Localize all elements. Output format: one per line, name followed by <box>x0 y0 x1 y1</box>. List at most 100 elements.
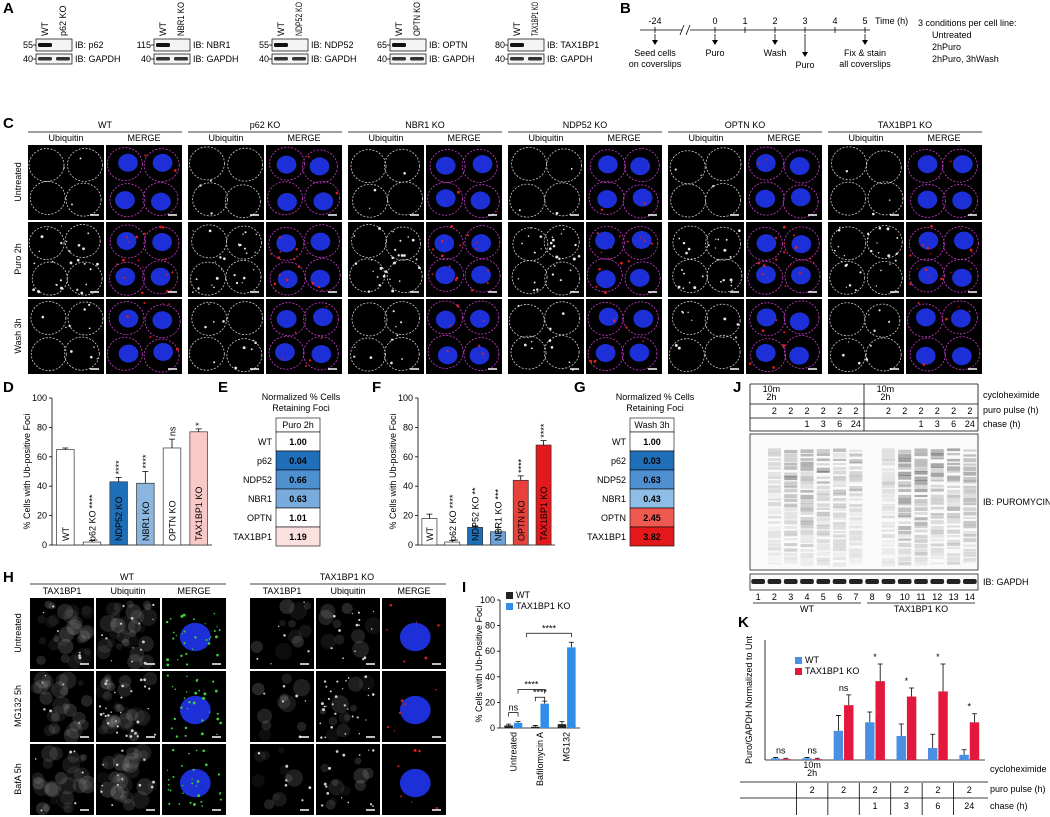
cell-outline <box>383 337 420 371</box>
focus <box>643 202 646 205</box>
image-texture <box>54 629 71 646</box>
time-tick-label: -24 <box>648 16 661 26</box>
focus <box>143 661 147 665</box>
image-texture <box>31 772 44 784</box>
smear <box>833 463 847 466</box>
smear <box>833 503 847 509</box>
focus <box>144 154 147 157</box>
time-tick-label: 4 <box>832 16 837 26</box>
focus <box>384 270 388 273</box>
focus <box>201 805 203 807</box>
focus <box>761 329 765 333</box>
smear <box>816 507 830 511</box>
nucleus <box>152 153 173 172</box>
focus <box>682 287 685 290</box>
micrograph <box>668 145 744 220</box>
focus <box>371 693 375 696</box>
image-texture <box>81 695 93 707</box>
focus <box>343 704 346 707</box>
focus <box>715 238 717 240</box>
image-texture <box>98 724 108 735</box>
focus <box>213 630 216 633</box>
focus <box>281 700 284 703</box>
focus <box>354 650 356 653</box>
image-texture <box>42 758 53 769</box>
bar <box>540 703 549 728</box>
focus <box>150 785 154 789</box>
focus <box>242 233 244 235</box>
focus <box>208 711 211 713</box>
cell-outline <box>304 258 341 292</box>
focus <box>143 301 146 305</box>
cell-outline <box>750 338 786 373</box>
focus <box>223 257 226 261</box>
lane-number: 8 <box>870 592 875 602</box>
nucleus <box>791 235 812 254</box>
band <box>897 579 912 584</box>
image-texture <box>117 616 136 635</box>
band <box>946 579 961 584</box>
image-texture <box>66 722 83 739</box>
focus <box>320 736 323 739</box>
image-texture <box>58 626 75 642</box>
puro-label: 2 <box>967 406 972 416</box>
image-texture <box>292 635 304 648</box>
image-texture <box>261 720 272 731</box>
image-texture <box>121 638 130 647</box>
focus <box>116 263 119 266</box>
smear <box>930 506 944 510</box>
cell-outline <box>106 147 143 182</box>
smear <box>914 484 928 489</box>
focus <box>78 721 81 724</box>
focus <box>603 291 607 294</box>
nucleus <box>917 155 938 174</box>
focus <box>184 734 187 737</box>
event-label: Puro <box>705 48 724 58</box>
cell-outline <box>302 336 339 371</box>
bar <box>844 705 854 760</box>
smear <box>816 530 830 535</box>
nucleus <box>435 310 456 329</box>
focus <box>687 311 689 314</box>
cell-line-label: NDP52 KO <box>563 120 608 130</box>
chase-label: 6 <box>951 419 956 429</box>
cell-outline <box>63 336 100 371</box>
focus <box>407 236 410 238</box>
focus <box>203 692 207 696</box>
focus <box>840 260 842 263</box>
image-texture <box>251 682 265 696</box>
smear <box>767 530 781 535</box>
focus <box>170 727 173 730</box>
bar <box>781 759 791 760</box>
smear <box>784 449 798 454</box>
image-texture <box>285 769 303 787</box>
image-texture <box>123 798 135 811</box>
smear <box>800 453 814 457</box>
focus <box>169 789 172 792</box>
category-label: MG132 <box>562 732 572 762</box>
smear <box>833 512 847 518</box>
focus <box>354 262 358 265</box>
focus <box>76 288 79 291</box>
micrograph <box>250 598 314 669</box>
legend-swatch <box>506 592 513 599</box>
cell-outline <box>942 183 979 218</box>
image-texture <box>257 708 273 724</box>
smear <box>833 493 847 496</box>
time-tick-label: 0 <box>712 16 717 26</box>
image-texture <box>60 790 75 805</box>
focus <box>369 803 373 806</box>
cell-outline <box>942 258 979 293</box>
smear <box>800 562 814 566</box>
smear <box>947 489 961 494</box>
focus <box>921 244 925 247</box>
focus <box>199 184 202 187</box>
focus <box>270 253 273 255</box>
smear <box>898 512 912 517</box>
image-background <box>828 222 904 297</box>
cell-outline <box>784 259 821 294</box>
nucleus <box>151 192 171 211</box>
cell-outline <box>512 227 549 262</box>
focus <box>166 663 170 667</box>
cell-line-label: TAX1BP1 KO <box>878 120 932 130</box>
